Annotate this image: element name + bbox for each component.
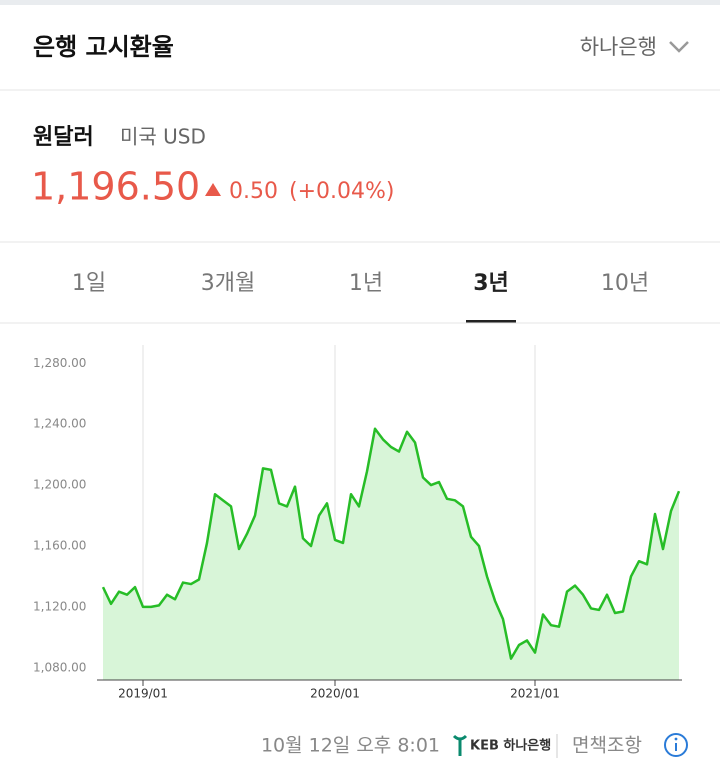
logo: KEB 하나은행 <box>470 738 551 754</box>
info-icon[interactable] <box>664 733 688 757</box>
area <box>103 428 679 680</box>
rate: 1,196.50 <box>31 165 200 209</box>
tab[interactable]: 1일 <box>72 271 106 296</box>
currency-code: 미국 USD <box>120 125 206 149</box>
bank-selector[interactable]: 하나은행 <box>580 35 657 59</box>
tab[interactable]: 10년 <box>601 271 649 296</box>
y-tick-label: 1,280.00 <box>33 356 86 370</box>
line <box>101 427 681 660</box>
tab[interactable]: 1년 <box>349 271 383 296</box>
x-tick-label: 2020/01 <box>310 687 360 701</box>
x-tick-label: 2021/01 <box>510 687 560 701</box>
top-strip <box>0 0 720 5</box>
chart: 1,080.00 1,120.00 1,160.00 1,200.00 1,240.00… <box>33 345 682 701</box>
tab[interactable]: 3년 <box>473 271 509 296</box>
tab-bar: 1일 3개월 1년 3년 10년 <box>72 271 649 323</box>
currency-name: 원달러 <box>33 125 94 150</box>
chevron[interactable] <box>669 41 689 53</box>
change-percent: (+0.04%) <box>289 179 395 204</box>
disclaimer[interactable]: 면책조항 <box>572 735 642 757</box>
y-tick-label: 1,240.00 <box>33 417 86 431</box>
y-tick-label: 1,080.00 <box>33 660 86 674</box>
y-tick-label: 1,120.00 <box>33 599 86 613</box>
y-tick-label: 1,200.00 <box>33 478 86 492</box>
timestamp: 10월 12일 오후 8:01 <box>261 735 440 757</box>
tab-indicator <box>466 320 516 323</box>
up-arrow <box>205 183 221 196</box>
page-title: 은행 고시환율 <box>33 33 174 61</box>
tab[interactable]: 3개월 <box>201 271 255 296</box>
x-tick-label: 2019/01 <box>118 687 168 701</box>
info-icon-dot <box>674 737 678 741</box>
y-tick-label: 1,160.00 <box>33 539 86 553</box>
change: 0.50 <box>229 179 278 204</box>
logo-mark <box>452 734 468 756</box>
